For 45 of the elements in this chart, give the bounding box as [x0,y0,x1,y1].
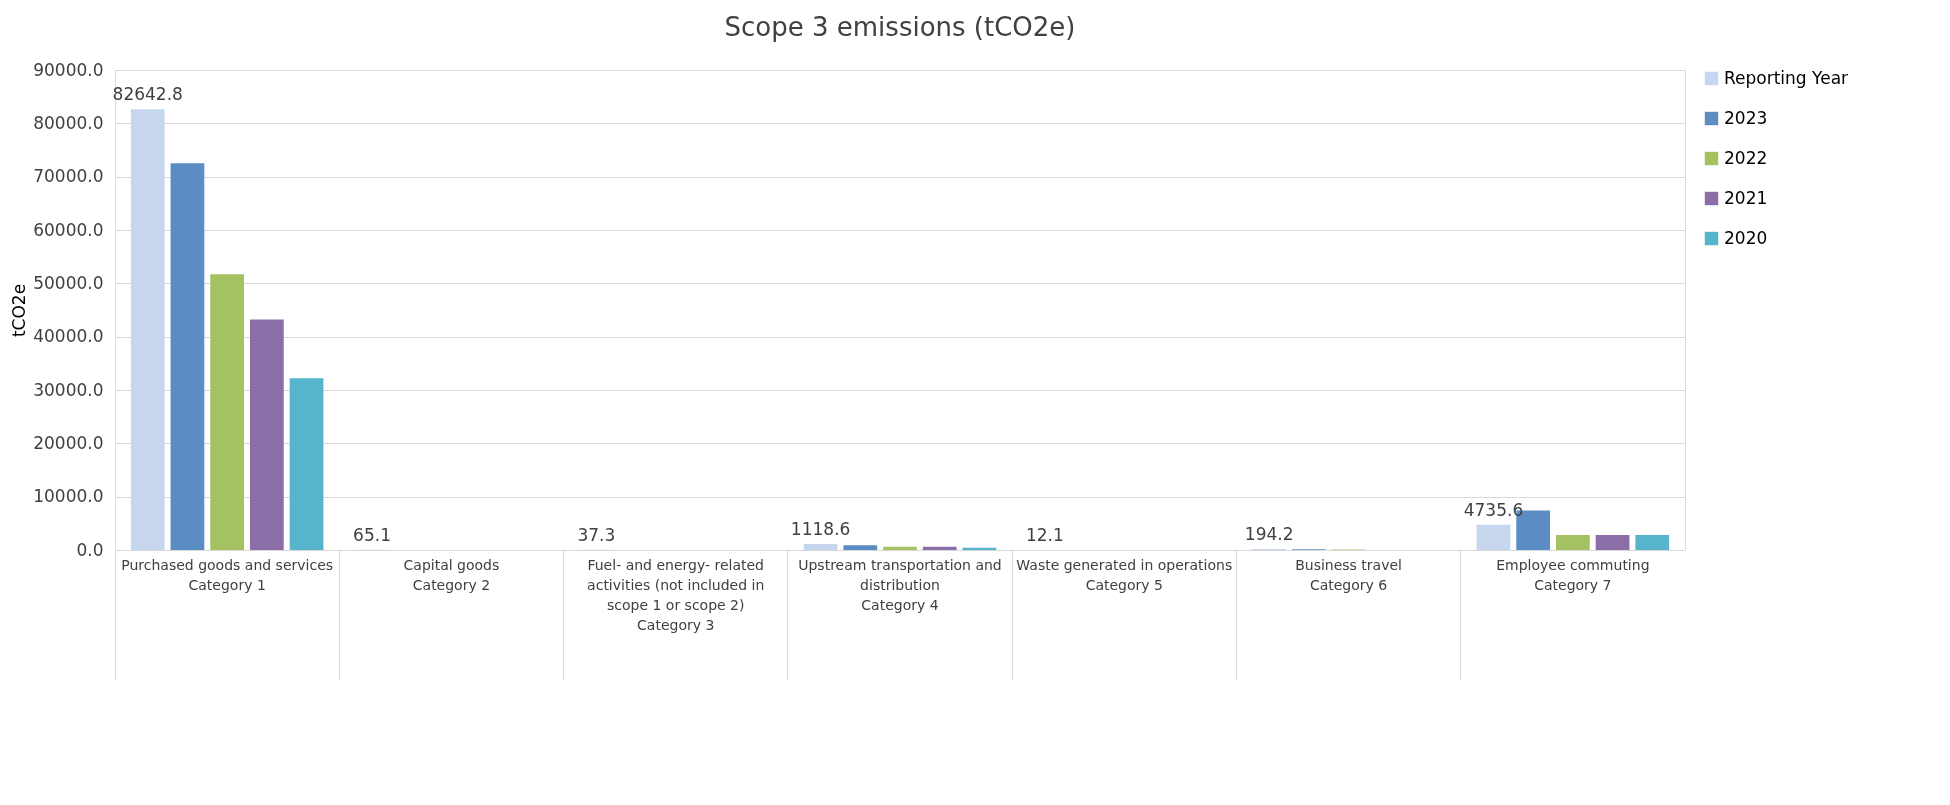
bar [170,163,205,550]
bar [1635,535,1670,550]
legend-label: 2023 [1724,107,1768,128]
data-label: 37.3 [577,524,616,545]
legend-label: 2021 [1724,187,1768,208]
x-tick-label: Purchased goods and services Category 1 [121,556,334,593]
y-tick-label: 50000.0 [33,272,104,293]
x-tick-label: Capital goods Category 2 [403,556,500,593]
bar [883,546,917,550]
y-tick-label: 40000.0 [33,326,104,347]
x-tick-label: Waste generated in operations Category 5 [1016,556,1233,593]
bar [130,109,165,550]
data-label: 12.1 [1025,524,1064,545]
bar [922,546,957,550]
data-label: 82642.8 [112,84,183,105]
y-tick-label: 30000.0 [33,379,104,400]
data-label: 1118.6 [790,519,851,540]
bar [1476,524,1511,550]
x-tick-label: Upstream transportation and distribution Category 4 [798,556,1002,613]
bar [1595,535,1630,550]
legend-label: 2022 [1724,147,1768,168]
x-tick-label: Business travel Category 6 [1295,556,1402,593]
bar [210,274,245,550]
bar [803,544,838,550]
y-tick-label: 80000.0 [33,112,104,133]
y-tick-label: 90000.0 [33,59,104,80]
y-axis-title: tCO2e [9,283,30,338]
data-label: 65.1 [353,524,391,545]
data-label: 194.2 [1244,523,1294,544]
bar [1555,535,1590,550]
y-tick-label: 10000.0 [33,486,104,507]
data-label: 4735.6 [1463,499,1524,520]
x-tick-label: Employee commuting Category 7 [1496,556,1650,593]
bar [843,545,878,550]
bar [962,547,997,550]
bar [249,319,284,550]
y-tick-label: 60000.0 [33,219,104,240]
legend-label: Reporting Year [1724,67,1849,88]
legend-label: 2020 [1724,227,1768,248]
y-tick-label: 20000.0 [33,432,104,453]
chart-title: Scope 3 emissions (tCO2e) [724,12,1076,42]
y-tick-label: 0.0 [76,539,104,560]
y-tick-label: 70000.0 [33,166,104,187]
bar [289,378,324,550]
x-tick-label: Fuel- and energy- related activities (not included in scope 1 or scope 2) Category 3 [587,556,765,633]
